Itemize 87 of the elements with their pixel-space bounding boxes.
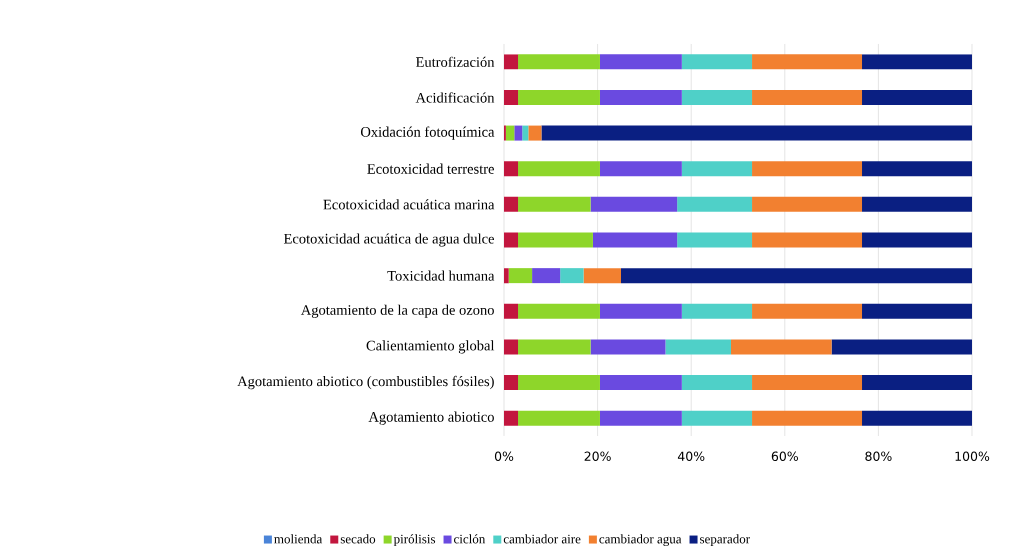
bar — [665, 339, 731, 355]
bar — [677, 196, 753, 212]
bar — [752, 89, 863, 105]
bar — [862, 54, 972, 70]
bar — [862, 89, 972, 105]
bar — [504, 339, 519, 355]
bar — [599, 303, 682, 319]
bar — [681, 54, 753, 70]
bar — [599, 161, 682, 177]
bar — [590, 339, 666, 355]
y-tick-label: Agotamiento de la capa de ozono — [300, 304, 494, 318]
bar — [862, 232, 972, 248]
bar — [730, 339, 832, 355]
bar — [752, 54, 863, 70]
x-tick-label: 100% — [955, 451, 990, 461]
bar — [518, 339, 591, 355]
bar — [681, 375, 753, 391]
bar — [862, 196, 972, 212]
y-tick-label: Ecotoxicidad acuática de agua dulce — [283, 233, 494, 247]
legend-label: secado — [340, 534, 376, 544]
legend-label: molienda — [274, 534, 323, 544]
bar — [518, 89, 600, 105]
bar — [518, 375, 600, 391]
x-tick-label: 0% — [494, 451, 514, 461]
bar — [862, 161, 972, 177]
y-tick-label: Ecotoxicidad acuática marina — [323, 199, 495, 210]
bar — [752, 375, 863, 391]
bar — [681, 161, 753, 177]
bar — [681, 89, 753, 105]
bar — [504, 196, 519, 212]
bar — [752, 303, 863, 319]
bar — [504, 375, 519, 391]
x-tick-label: 60% — [771, 451, 798, 461]
bar — [752, 410, 863, 426]
bar — [621, 268, 972, 284]
y-tick-label: Ecotoxicidad terrestre — [367, 163, 494, 174]
x-tick-label: 40% — [677, 451, 705, 461]
bar — [599, 410, 682, 426]
bar — [532, 268, 561, 284]
bar — [504, 89, 519, 105]
bar — [508, 268, 533, 284]
y-tick-label: Toxicidad humana — [387, 270, 495, 281]
bar — [599, 54, 682, 70]
bar — [518, 161, 600, 177]
bar — [752, 196, 863, 212]
y-tick-label: Eutrofización — [415, 56, 495, 67]
bar — [583, 268, 621, 284]
legend-label: ciclón — [454, 534, 486, 544]
bar — [862, 303, 972, 319]
bar — [518, 54, 600, 70]
bar — [518, 232, 593, 248]
bar — [518, 410, 600, 426]
bar — [862, 410, 972, 426]
bar — [504, 232, 519, 248]
y-tick-label: Oxidación fotoquímica — [360, 126, 495, 140]
legend-label: cambiador agua — [599, 534, 682, 547]
bar — [560, 268, 584, 284]
bar — [752, 161, 863, 177]
bar — [590, 196, 678, 212]
bar — [504, 410, 519, 426]
x-tick-label: 20% — [584, 451, 611, 461]
y-tick-label: Agotamiento abiotico — [368, 411, 494, 425]
bar — [518, 303, 600, 319]
bar — [599, 375, 682, 391]
bar — [505, 125, 515, 141]
bar — [528, 125, 542, 141]
bar — [504, 303, 519, 319]
legend-label: pirólisis — [393, 534, 436, 547]
legend-label: cambiador aire — [503, 534, 581, 544]
y-tick-label: Acidificación — [415, 92, 495, 103]
bar — [862, 375, 972, 391]
bar — [592, 232, 678, 248]
bar — [681, 410, 753, 426]
bar — [831, 339, 972, 355]
bar — [504, 161, 519, 177]
bar — [541, 125, 972, 141]
legend-label: separador — [700, 534, 750, 547]
bar — [518, 196, 591, 212]
bar — [681, 303, 753, 319]
y-tick-label: Agotamiento abiotico (combustibles fósiles) — [237, 375, 494, 390]
bar — [599, 89, 682, 105]
bar — [522, 125, 529, 141]
bar — [514, 125, 523, 141]
y-tick-label: Calientamiento global — [366, 340, 495, 354]
bar — [677, 232, 753, 248]
bar — [752, 232, 863, 248]
x-tick-label: 80% — [865, 451, 892, 461]
